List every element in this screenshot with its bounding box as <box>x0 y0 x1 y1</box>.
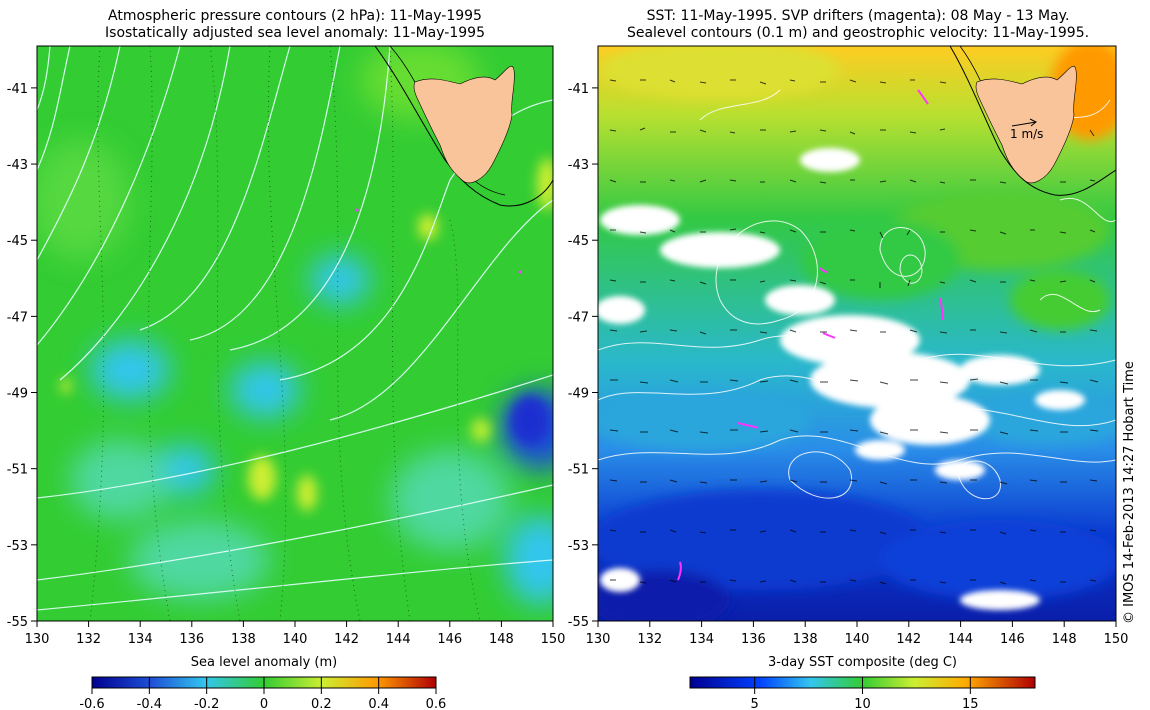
left-x-axis: 130 132 134 136 138 140 142 144 146 148 150 <box>25 621 566 647</box>
lon-tick-label: 134 <box>689 632 714 647</box>
lat-tick-label: -51 <box>7 463 28 478</box>
right-title-line1: SST: 11-May-1995. SVP drifters (magenta)… <box>646 8 1070 24</box>
sst-colorbar-ticks: 5 10 15 <box>751 677 979 710</box>
right-title-line2: Sealevel contours (0.1 m) and geostrophi… <box>626 25 1090 41</box>
geostrophic-velocity-arrows <box>609 79 1099 585</box>
lon-tick-label: 136 <box>179 632 204 647</box>
lon-tick-label: 150 <box>1104 632 1129 647</box>
lat-tick-label: -53 <box>568 539 589 554</box>
lat-tick-label: -43 <box>7 158 28 173</box>
tasmania-land-left <box>413 65 515 184</box>
right-map-panel: 1 m/s <box>598 46 1116 621</box>
left-title-line2: Isostatically adjusted sea level anomaly… <box>105 25 485 41</box>
sst-field-features <box>598 46 1116 621</box>
tasmania-land-right <box>975 65 1077 184</box>
lat-tick-label: -47 <box>7 310 28 325</box>
left-map-title: Atmospheric pressure contours (2 hPa): 1… <box>37 8 553 42</box>
lon-tick-label: 132 <box>76 632 101 647</box>
lat-tick-label: -55 <box>568 615 589 630</box>
lon-tick-label: 132 <box>637 632 662 647</box>
sst-colorbar-tick-label: 10 <box>854 697 871 710</box>
lon-tick-label: 138 <box>793 632 818 647</box>
right-map-title: SST: 11-May-1995. SVP drifters (magenta)… <box>598 8 1118 42</box>
sla-colorbar-ticks: -0.6 -0.4 -0.2 0 0.2 0.4 0.6 <box>79 677 446 710</box>
sla-colorbar-tick-label: 0.4 <box>368 697 389 710</box>
lon-tick-label: 146 <box>1000 632 1025 647</box>
right-y-axis: -41 -43 -45 -47 -49 -51 -53 -55 <box>568 82 598 630</box>
sla-colorbar-tick-label: -0.2 <box>194 697 219 710</box>
lon-tick-label: 150 <box>541 632 566 647</box>
left-y-axis: -41 -43 -45 -47 -49 -51 -53 -55 <box>7 82 37 630</box>
sla-colorbar-tick-label: -0.6 <box>79 697 104 710</box>
lon-tick-label: 134 <box>128 632 153 647</box>
lon-tick-label: 144 <box>386 632 411 647</box>
left-map-panel <box>37 46 553 621</box>
lat-tick-label: -41 <box>7 82 28 97</box>
lat-tick-label: -53 <box>7 539 28 554</box>
lon-tick-label: 146 <box>437 632 462 647</box>
lon-tick-label: 142 <box>334 632 359 647</box>
sla-highlights <box>61 158 553 511</box>
lon-tick-label: 140 <box>283 632 308 647</box>
lon-tick-label: 148 <box>489 632 514 647</box>
right-x-axis: 130 132 134 136 138 140 142 144 146 148 150 <box>586 621 1129 647</box>
lon-tick-label: 148 <box>1052 632 1077 647</box>
tasmania-left <box>374 46 553 207</box>
lat-tick-label: -43 <box>568 158 589 173</box>
lon-tick-label: 130 <box>586 632 611 647</box>
tasmania-right <box>949 46 1116 196</box>
svp-drifter-tracks <box>677 89 944 581</box>
sla-colorbar-tick-label: 0 <box>260 697 268 710</box>
lat-tick-label: -49 <box>7 387 28 402</box>
lat-tick-label: -41 <box>568 82 589 97</box>
sst-colorbar-tick-label: 5 <box>751 697 759 710</box>
lat-tick-label: -51 <box>568 463 589 478</box>
lat-tick-label: -55 <box>7 615 28 630</box>
velocity-scale-label: 1 m/s <box>1010 127 1043 141</box>
sla-colorbar-tick-label: 0.2 <box>311 697 332 710</box>
lon-tick-label: 140 <box>845 632 870 647</box>
velocity-scale-arrow <box>1011 118 1037 127</box>
sst-sealevel-contours <box>598 89 1116 500</box>
lat-tick-label: -49 <box>568 387 589 402</box>
sla-colorbar-tick-label: 0.6 <box>426 697 447 710</box>
sst-colorbar-label: 3-day SST composite (deg C) <box>767 655 958 670</box>
sla-magenta-drifters <box>355 208 522 274</box>
left-title-line1: Atmospheric pressure contours (2 hPa): 1… <box>108 8 482 24</box>
lon-tick-label: 144 <box>948 632 973 647</box>
imos-credit: © IMOS 14-Feb-2013 14:27 Hobart Time <box>1122 361 1137 624</box>
lon-tick-label: 142 <box>896 632 921 647</box>
sst-cloud-gaps <box>598 148 1085 610</box>
lat-tick-label: -45 <box>7 234 28 249</box>
sst-colorbar-tick-label: 15 <box>962 697 979 710</box>
lon-tick-label: 136 <box>741 632 766 647</box>
lat-tick-label: -47 <box>568 310 589 325</box>
sla-colorbar-tick-label: -0.4 <box>137 697 162 710</box>
lon-tick-label: 130 <box>25 632 50 647</box>
lat-tick-label: -45 <box>568 234 589 249</box>
lon-tick-label: 138 <box>231 632 256 647</box>
sla-colorbar-label: Sea level anomaly (m) <box>190 655 338 670</box>
